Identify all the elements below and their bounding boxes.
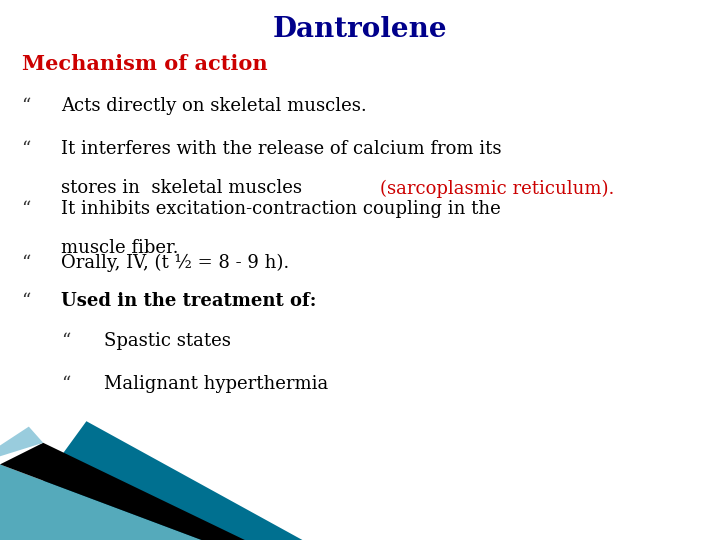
- Polygon shape: [0, 443, 245, 540]
- Text: Dantrolene: Dantrolene: [273, 16, 447, 43]
- Text: Used in the treatment of:: Used in the treatment of:: [61, 292, 317, 309]
- Text: “: “: [22, 97, 31, 115]
- Text: “: “: [22, 200, 31, 218]
- Text: It inhibits excitation-contraction coupling in the: It inhibits excitation-contraction coupl…: [61, 200, 501, 218]
- Text: “: “: [22, 140, 31, 158]
- Text: It interferes with the release of calcium from its: It interferes with the release of calciu…: [61, 140, 502, 158]
- Text: stores in  skeletal muscles: stores in skeletal muscles: [61, 179, 308, 197]
- Text: Spastic states: Spastic states: [104, 332, 231, 350]
- Text: “: “: [22, 292, 31, 309]
- Polygon shape: [0, 421, 302, 540]
- Text: “: “: [61, 332, 71, 350]
- Text: Acts directly on skeletal muscles.: Acts directly on skeletal muscles.: [61, 97, 367, 115]
- Text: muscle fiber.: muscle fiber.: [61, 239, 179, 256]
- Polygon shape: [0, 464, 202, 540]
- Text: “: “: [61, 375, 71, 393]
- Text: Malignant hyperthermia: Malignant hyperthermia: [104, 375, 328, 393]
- Text: (sarcoplasmic reticulum).: (sarcoplasmic reticulum).: [379, 179, 614, 198]
- Text: Orally, IV, (t ½ = 8 - 9 h).: Orally, IV, (t ½ = 8 - 9 h).: [61, 254, 289, 272]
- Text: “: “: [22, 254, 31, 272]
- Polygon shape: [0, 427, 43, 456]
- Text: Mechanism of action: Mechanism of action: [22, 54, 267, 74]
